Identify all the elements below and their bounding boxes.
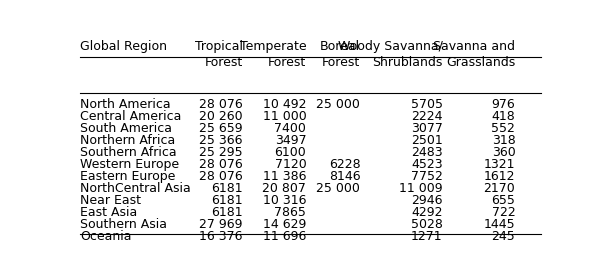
- Text: 11 386: 11 386: [263, 170, 307, 183]
- Text: 2501: 2501: [411, 134, 442, 147]
- Text: 11 009: 11 009: [399, 182, 442, 195]
- Text: 6228: 6228: [328, 158, 361, 171]
- Text: 3077: 3077: [411, 122, 442, 135]
- Text: Central America: Central America: [81, 110, 182, 123]
- Text: 7752: 7752: [411, 170, 442, 183]
- Text: North America: North America: [81, 98, 171, 111]
- Text: Oceania: Oceania: [81, 230, 132, 243]
- Text: Savanna and
Grasslands: Savanna and Grasslands: [433, 40, 515, 69]
- Text: 25 000: 25 000: [316, 98, 361, 111]
- Text: 655: 655: [491, 194, 515, 207]
- Text: 418: 418: [491, 110, 515, 123]
- Text: Eastern Europe: Eastern Europe: [81, 170, 176, 183]
- Text: Temperate
Forest: Temperate Forest: [240, 40, 307, 69]
- Text: South America: South America: [81, 122, 173, 135]
- Text: 1321: 1321: [484, 158, 515, 171]
- Text: Woody Savanna/
Shrublands: Woody Savanna/ Shrublands: [338, 40, 442, 69]
- Text: 7400: 7400: [275, 122, 307, 135]
- Text: Southern Asia: Southern Asia: [81, 218, 167, 231]
- Text: 6181: 6181: [211, 206, 243, 219]
- Text: 11 696: 11 696: [263, 230, 307, 243]
- Text: 4523: 4523: [411, 158, 442, 171]
- Text: 20 807: 20 807: [262, 182, 307, 195]
- Text: 28 076: 28 076: [199, 170, 243, 183]
- Text: Boreal
Forest: Boreal Forest: [320, 40, 361, 69]
- Text: 552: 552: [491, 122, 515, 135]
- Text: 25 295: 25 295: [199, 146, 243, 159]
- Text: 2946: 2946: [411, 194, 442, 207]
- Text: 28 076: 28 076: [199, 98, 243, 111]
- Text: 14 629: 14 629: [263, 218, 307, 231]
- Text: 5028: 5028: [411, 218, 442, 231]
- Text: 25 659: 25 659: [199, 122, 243, 135]
- Text: 2170: 2170: [484, 182, 515, 195]
- Text: NorthCentral Asia: NorthCentral Asia: [81, 182, 191, 195]
- Text: 25 000: 25 000: [316, 182, 361, 195]
- Text: East Asia: East Asia: [81, 206, 138, 219]
- Text: 8146: 8146: [328, 170, 361, 183]
- Text: 6181: 6181: [211, 182, 243, 195]
- Text: 11 000: 11 000: [262, 110, 307, 123]
- Text: 10 492: 10 492: [263, 98, 307, 111]
- Text: 16 376: 16 376: [199, 230, 243, 243]
- Text: 1612: 1612: [484, 170, 515, 183]
- Text: 360: 360: [491, 146, 515, 159]
- Text: Tropical
Forest: Tropical Forest: [195, 40, 243, 69]
- Text: 245: 245: [491, 230, 515, 243]
- Text: 976: 976: [491, 98, 515, 111]
- Text: 1271: 1271: [411, 230, 442, 243]
- Text: 25 366: 25 366: [199, 134, 243, 147]
- Text: Near East: Near East: [81, 194, 141, 207]
- Text: Western Europe: Western Europe: [81, 158, 179, 171]
- Text: 6100: 6100: [275, 146, 307, 159]
- Text: 6181: 6181: [211, 194, 243, 207]
- Text: 5705: 5705: [410, 98, 442, 111]
- Text: 2483: 2483: [411, 146, 442, 159]
- Text: 27 969: 27 969: [199, 218, 243, 231]
- Text: 7120: 7120: [275, 158, 307, 171]
- Text: 20 260: 20 260: [199, 110, 243, 123]
- Text: 722: 722: [491, 206, 515, 219]
- Text: Global Region: Global Region: [81, 40, 167, 53]
- Text: 10 316: 10 316: [263, 194, 307, 207]
- Text: 3497: 3497: [275, 134, 307, 147]
- Text: 7865: 7865: [275, 206, 307, 219]
- Text: 4292: 4292: [411, 206, 442, 219]
- Text: Northern Africa: Northern Africa: [81, 134, 176, 147]
- Text: 318: 318: [491, 134, 515, 147]
- Text: 28 076: 28 076: [199, 158, 243, 171]
- Text: Southern Africa: Southern Africa: [81, 146, 177, 159]
- Text: 1445: 1445: [484, 218, 515, 231]
- Text: 2224: 2224: [411, 110, 442, 123]
